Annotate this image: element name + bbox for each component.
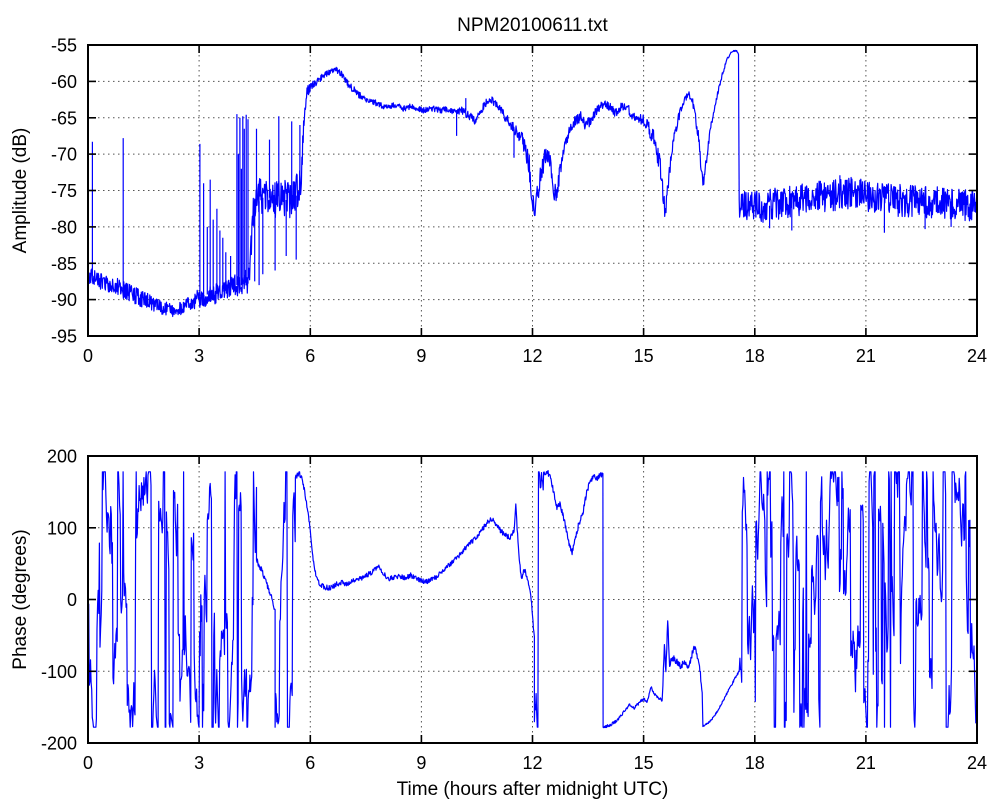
y-tick-label: -85 — [51, 254, 77, 274]
x-tick-label: 15 — [634, 753, 654, 773]
amplitude-plot: 0 3 6 9 12 15 18 21 24 -95 -90 -85 -80 -75 -70 -65 -60 -5… — [10, 15, 987, 366]
x-tick-label: 21 — [856, 346, 876, 366]
x-tick-label: 24 — [967, 753, 987, 773]
y-tick-label: -70 — [51, 145, 77, 165]
y-tick-label: -60 — [51, 72, 77, 92]
y-tick-label: -80 — [51, 217, 77, 237]
y-tick-label: -200 — [41, 734, 77, 754]
x-axis-label: Time (hours after midnight UTC) — [397, 779, 669, 800]
x-tick-label: 6 — [305, 346, 315, 366]
y-axis-label: Phase (degrees) — [10, 529, 31, 669]
y-tick-label: -55 — [51, 36, 77, 56]
y-tick-label: -75 — [51, 181, 77, 201]
x-tick-label: 15 — [634, 346, 654, 366]
x-tick-label: 18 — [745, 346, 765, 366]
x-tick-label: 12 — [522, 346, 542, 366]
x-tick-label: 3 — [194, 753, 204, 773]
x-tick-label: 9 — [416, 753, 426, 773]
x-tick-label: 0 — [83, 346, 93, 366]
x-tick-label: 3 — [194, 346, 204, 366]
x-tick-label: 6 — [305, 753, 315, 773]
amplitude-spikes — [91, 98, 952, 297]
plot-title: NPM20100611.txt — [457, 15, 608, 36]
y-tick-label: 0 — [67, 590, 77, 610]
phase-trace — [88, 470, 977, 729]
y-tick-label: 200 — [47, 447, 77, 467]
x-tick-label: 12 — [522, 753, 542, 773]
amplitude-trace — [87, 49, 978, 318]
y-tick-label: -95 — [51, 327, 77, 347]
x-tick-label: 21 — [856, 753, 876, 773]
x-tick-label: 9 — [416, 346, 426, 366]
y-tick-label: -65 — [51, 108, 77, 128]
y-tick-label: 100 — [47, 518, 77, 538]
phase-plot: 0 3 6 9 12 15 18 21 24 -200 -100 0 100 200 Phase (degr… — [10, 447, 987, 801]
x-tick-label: 24 — [967, 346, 987, 366]
y-axis-label: Amplitude (dB) — [10, 128, 31, 254]
x-tick-label: 18 — [745, 753, 765, 773]
y-tick-label: -100 — [41, 662, 77, 682]
y-tick-label: -90 — [51, 290, 77, 310]
x-tick-label: 0 — [83, 753, 93, 773]
